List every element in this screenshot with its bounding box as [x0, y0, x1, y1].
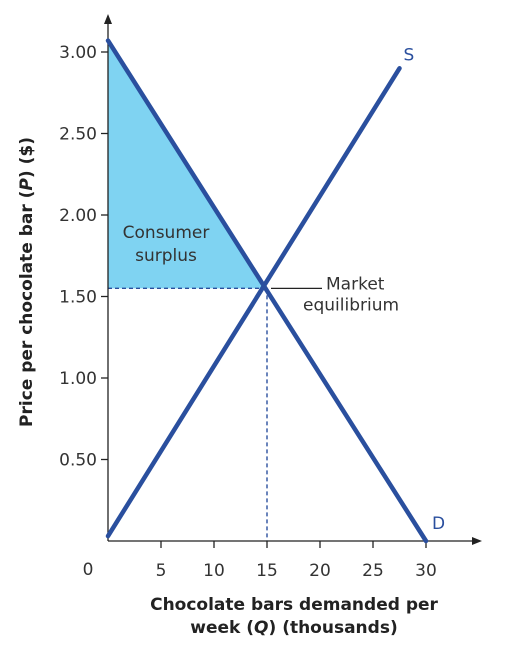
x-tick-label: 25 [362, 561, 384, 581]
x-tick-label: 30 [415, 561, 437, 581]
consumer-surplus-label-line2: surplus [135, 246, 197, 266]
equilibrium-label-line1: Market [326, 274, 385, 294]
y-tick-label: 1.00 [59, 369, 97, 389]
y-tick-label: 2.00 [59, 206, 97, 226]
x-tick-label: 5 [156, 561, 167, 581]
y-axis-title: Price per chocolate bar (P) ($) [17, 137, 37, 427]
y-tick-label: 0.50 [59, 451, 97, 471]
equilibrium-label-line2: equilibrium [303, 295, 399, 315]
y-axis-title-pre: Price per chocolate bar ( [17, 191, 37, 427]
y-axis-title-var: P [17, 178, 37, 191]
y-ticks: 0.50 1.00 1.50 2.00 2.50 3.00 [59, 43, 108, 471]
y-tick-label: 1.50 [59, 288, 97, 308]
x-tick-label: 15 [256, 561, 278, 581]
demand-curve [105, 38, 429, 544]
x-ticks: 5 10 15 20 25 30 [156, 541, 437, 581]
y-tick-label: 2.50 [59, 125, 97, 145]
x-axis-arrow [472, 537, 482, 545]
supply-curve [105, 66, 402, 539]
y-axis-arrow [104, 14, 112, 24]
x-axis-title-var: Q [254, 618, 268, 638]
x-axis-title-line2: week (Q) (thousands) [190, 618, 397, 638]
x-axis-title-line1: Chocolate bars demanded per [150, 595, 438, 615]
x-tick-label: 10 [203, 561, 225, 581]
origin-label: 0 [83, 560, 94, 580]
demand-curve-label: D [432, 514, 445, 534]
y-tick-label: 3.00 [59, 43, 97, 63]
y-axis-title-post: ) ($) [17, 137, 37, 178]
consumer-surplus-label-line1: Consumer [123, 223, 210, 243]
supply-curve-label: S [404, 45, 415, 65]
x-axis-title-post: ) (thousands) [269, 618, 398, 638]
x-axis-title-pre: week ( [190, 618, 254, 638]
x-tick-label: 20 [309, 561, 331, 581]
